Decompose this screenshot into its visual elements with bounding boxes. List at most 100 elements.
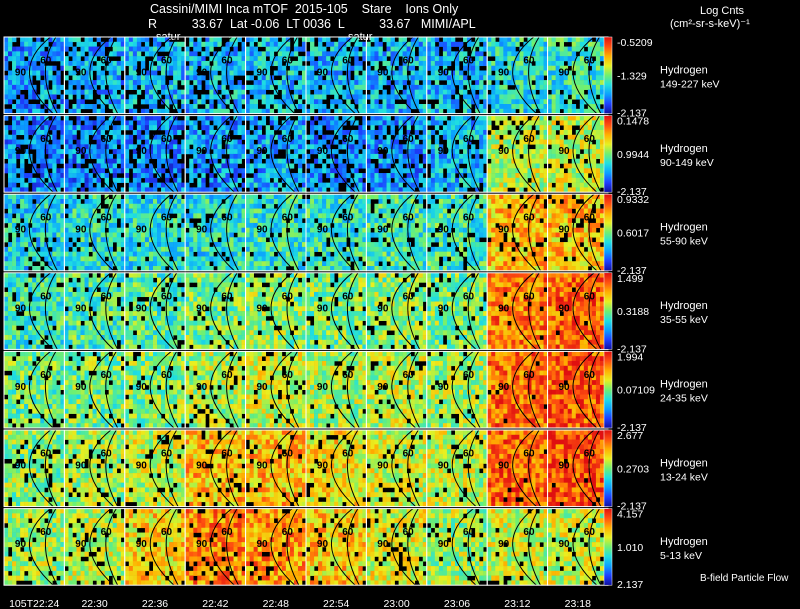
pitch-angle-contour [588, 36, 602, 114]
pitch-angle-contour [286, 351, 300, 429]
colorbar-max-label: 0.9332 [617, 194, 649, 206]
contour-label: 60 [523, 134, 535, 145]
heatmap-panel-r6-c8: 90 60 [486, 508, 549, 586]
contour-label: 60 [584, 213, 596, 224]
pitch-angle-contour [149, 115, 175, 193]
contour-label: 60 [523, 56, 535, 67]
contour-label: 90 [136, 539, 148, 550]
contour-label: 90 [377, 382, 389, 393]
heatmap-panel-r0-c6: 90 60 [365, 36, 428, 115]
pitch-angle-contour [89, 508, 114, 586]
pitch-angle-contour [105, 429, 119, 507]
pitch-angle-contour [105, 272, 119, 350]
heatmap-panel-r0-c7: 90 60 [426, 36, 488, 115]
pitch-angle-contour [149, 351, 175, 429]
pitch-angle-contour [286, 115, 300, 193]
colorbar [603, 351, 613, 429]
pitch-angle-contour [572, 351, 598, 429]
pitch-angle-contour [512, 429, 537, 507]
heatmap-panel-r5-c3: 90 60 [184, 429, 247, 508]
pitch-angle-contour [346, 508, 360, 586]
pitch-angle-contour [286, 429, 300, 507]
heatmap-panel-r0-c0: 90 60 [3, 36, 65, 115]
heatmap-panel-r1-c8: 90 60 [486, 115, 549, 193]
contour-label: 60 [161, 134, 173, 145]
contour-label: 90 [317, 225, 329, 236]
heatmap-panel-r1-c4: 90 60 [245, 115, 307, 193]
contour-label: 60 [40, 213, 52, 224]
heatmap-panel-r3-c5: 90 60 [305, 272, 367, 350]
heatmap-panel-r4-c3: 90 60 [184, 350, 247, 429]
energy-label: 90-149 keV [660, 157, 714, 169]
heatmap-panel-r0-c8: 90 60 [486, 36, 549, 115]
heatmap-panel-r4-c1: 90 60 [63, 350, 126, 429]
contour-label: 60 [523, 527, 535, 538]
pitch-angle-contour [451, 508, 477, 586]
heatmap-panel-r0-c9: 90 60 [547, 36, 609, 115]
colorbar-mid-label: 0.6017 [617, 228, 649, 240]
contour-label: 60 [523, 370, 535, 381]
contour-label: 90 [15, 539, 27, 550]
pitch-angle-contour [391, 508, 416, 586]
pitch-angle-contour [210, 115, 235, 193]
contour-label: 90 [257, 382, 269, 393]
time-tick-label: 22:30 [81, 598, 107, 609]
pitch-angle-contour [391, 429, 416, 507]
pitch-angle-contour [391, 36, 416, 114]
pitch-angle-contour [407, 115, 421, 193]
pitch-angle-contour [512, 193, 537, 272]
pitch-angle-contour [407, 351, 421, 429]
heatmap-panel-r5-c7: 90 60 [426, 429, 488, 508]
pitch-angle-contour [572, 36, 598, 114]
contour-label: 60 [342, 56, 354, 67]
pitch-angle-contour [346, 429, 360, 507]
pitch-angle-contour [330, 36, 356, 114]
pitch-angle-contour [330, 115, 356, 193]
contour-label: 60 [40, 56, 52, 67]
contour-label: 60 [161, 56, 173, 67]
time-tick-label: 23:00 [383, 598, 409, 609]
contour-label: 90 [257, 225, 269, 236]
pitch-angle-contour [210, 429, 235, 507]
pitch-angle-contour [330, 351, 356, 429]
contour-label: 90 [136, 461, 148, 472]
pitch-angle-contour [330, 272, 356, 350]
pitch-angle-contour [572, 193, 598, 272]
heatmap-panel-r3-c8: 90 60 [486, 272, 549, 350]
heatmap-panel-r1-c1: 90 60 [63, 115, 126, 193]
pitch-angle-contour [270, 115, 296, 193]
heatmap-panel-r4-c0: 90 60 [3, 350, 65, 429]
pitch-angle-contour [210, 508, 235, 586]
pitch-angle-contour [407, 36, 421, 114]
contour-label: 60 [584, 449, 596, 460]
energy-label: 5-13 keV [660, 550, 702, 562]
contour-label: 60 [342, 291, 354, 302]
heatmap-panel-r6-c6: 90 60 [365, 508, 428, 586]
heatmap-panel-r1-c5: 90 60 [305, 115, 367, 193]
pitch-angle-contour [105, 508, 119, 586]
pitch-angle-contour [226, 36, 239, 114]
contour-label: 60 [40, 291, 52, 302]
pitch-angle-contour [572, 429, 598, 507]
heatmap-panel-r3-c3: 90 60 [184, 272, 247, 350]
pitch-angle-contour [165, 115, 179, 193]
contour-label: 60 [342, 134, 354, 145]
heatmap-panel-r2-c8: 90 60 [486, 193, 549, 272]
heatmap-panel-r3-c4: 90 60 [245, 272, 307, 350]
contour-label: 60 [282, 449, 294, 460]
pitch-angle-contour [270, 272, 296, 350]
contour-label: 60 [161, 370, 173, 381]
contour-label: 60 [40, 370, 52, 381]
contour-label: 90 [559, 303, 571, 314]
pitch-angle-contour [467, 36, 481, 114]
heatmap-panel-r5-c0: 90 60 [3, 429, 65, 508]
pitch-angle-contour [391, 351, 416, 429]
pitch-angle-contour [105, 193, 119, 272]
heatmap-panel-r0-c3: 90 60 [184, 36, 247, 115]
contour-label: 90 [498, 225, 510, 236]
contour-label: 90 [257, 303, 269, 314]
pitch-angle-contour [572, 508, 598, 586]
pitch-angle-contour [407, 508, 421, 586]
heatmap-panel-r5-c1: 90 60 [63, 429, 126, 508]
contour-label: 90 [559, 146, 571, 157]
